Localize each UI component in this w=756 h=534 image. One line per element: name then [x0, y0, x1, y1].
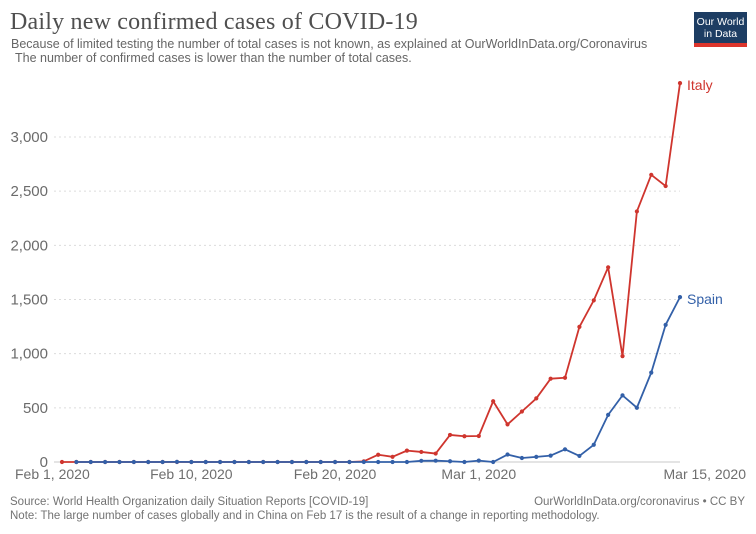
italy-point: [577, 324, 582, 330]
subtitle-line1: Because of limited testing the number of…: [11, 37, 648, 51]
italy-point: [419, 449, 424, 455]
spain-point: [376, 459, 381, 465]
spain-point: [491, 459, 496, 465]
spain-point: [390, 459, 395, 465]
x-tick-label: Feb 20, 2020: [294, 466, 377, 482]
italy-point: [677, 81, 683, 86]
italy-line: [62, 83, 681, 463]
spain-point: [74, 459, 79, 465]
italy-point: [562, 375, 568, 380]
subtitle-line2: The number of confirmed cases is lower t…: [15, 50, 412, 65]
spain-point: [318, 459, 323, 465]
spain-point: [246, 459, 251, 465]
italy-point: [591, 298, 596, 303]
spain-point: [261, 459, 266, 465]
logo-text-line2: in Data: [703, 27, 738, 40]
y-tick-label: 500: [23, 400, 48, 417]
italy-point: [404, 448, 410, 453]
spain-point: [103, 459, 108, 465]
spain-point: [677, 295, 683, 300]
chart-title: Daily new confirmed cases of COVID-19: [10, 9, 418, 35]
spain-point: [131, 459, 136, 465]
spain-point: [174, 459, 180, 464]
spain-point: [275, 459, 280, 465]
italy-point: [634, 209, 639, 214]
y-tick-label: 1,500: [10, 292, 48, 309]
spain-series-label: Spain: [687, 291, 723, 307]
italy-point: [390, 454, 395, 459]
italy-point: [534, 396, 539, 401]
note-text: Note: The large number of cases globally…: [10, 510, 600, 522]
spain-point: [203, 459, 208, 465]
x-tick-label: Feb 10, 2020: [150, 466, 233, 482]
italy-point: [476, 433, 481, 439]
y-tick-label: 2,500: [10, 183, 48, 200]
italy-point: [620, 354, 625, 359]
spain-point: [548, 453, 553, 458]
y-tick-label: 0: [40, 454, 48, 471]
spain-point: [289, 459, 295, 465]
logo-red-stripe: [694, 43, 747, 47]
spain-point: [146, 459, 151, 465]
italy-point: [433, 451, 438, 456]
license-link[interactable]: OurWorldInData.org/coronavirus • CC BY: [534, 496, 745, 508]
italy-point: [548, 376, 553, 381]
spain-point: [160, 459, 165, 465]
spain-point: [649, 370, 654, 375]
italy-point: [606, 265, 611, 270]
spain-point: [606, 412, 611, 417]
spain-point: [447, 459, 453, 464]
spain-point: [562, 447, 568, 452]
italy-point: [376, 452, 381, 457]
y-tick-label: 3,000: [10, 129, 48, 146]
spain-line: [76, 296, 681, 463]
italy-point: [59, 459, 65, 465]
spain-point: [519, 455, 525, 461]
italy-point: [505, 422, 510, 427]
spain-point: [462, 459, 467, 465]
logo-text-line1: Our World: [696, 15, 745, 28]
italy-point: [663, 183, 668, 189]
spain-point: [189, 459, 194, 465]
x-tick-label: Feb 1, 2020: [15, 466, 90, 482]
spain-point: [332, 459, 338, 465]
italy-point: [462, 434, 467, 439]
chart-footer: Source: World Health Organization daily …: [10, 495, 745, 523]
spain-point: [476, 458, 481, 463]
spain-point: [404, 459, 410, 465]
spain-point: [117, 459, 122, 465]
x-tick-label: Mar 15, 2020: [664, 466, 747, 482]
spain-point: [361, 459, 366, 465]
spain-point: [505, 452, 510, 457]
spain-point: [304, 459, 309, 465]
spain-point: [419, 458, 424, 463]
y-tick-label: 1,000: [10, 346, 48, 363]
spain-point: [591, 442, 596, 447]
italy-point: [649, 172, 654, 177]
spain-point: [217, 459, 223, 465]
spain-point: [620, 393, 625, 398]
spain-point: [663, 322, 668, 327]
spain-point: [534, 454, 539, 460]
italy-point: [519, 409, 525, 414]
italy-series-label: Italy: [687, 77, 713, 93]
spain-point: [433, 458, 438, 463]
source-text: Source: World Health Organization daily …: [10, 496, 369, 508]
chart-subtitle: Because of limited testing the number of…: [11, 37, 648, 65]
italy-point: [447, 432, 453, 438]
spain-point: [577, 453, 582, 459]
spain-point: [232, 459, 237, 465]
spain-point: [347, 459, 352, 465]
y-tick-label: 2,000: [10, 237, 48, 254]
italy-point: [491, 399, 496, 404]
owid-logo[interactable]: Our World in Data: [694, 12, 747, 47]
spain-point: [634, 405, 639, 410]
spain-point: [88, 459, 93, 465]
x-tick-label: Mar 1, 2020: [441, 466, 516, 482]
